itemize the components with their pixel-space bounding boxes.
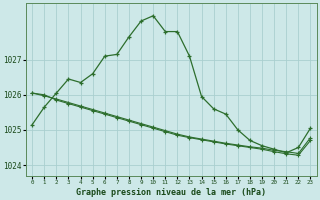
X-axis label: Graphe pression niveau de la mer (hPa): Graphe pression niveau de la mer (hPa) [76, 188, 266, 197]
